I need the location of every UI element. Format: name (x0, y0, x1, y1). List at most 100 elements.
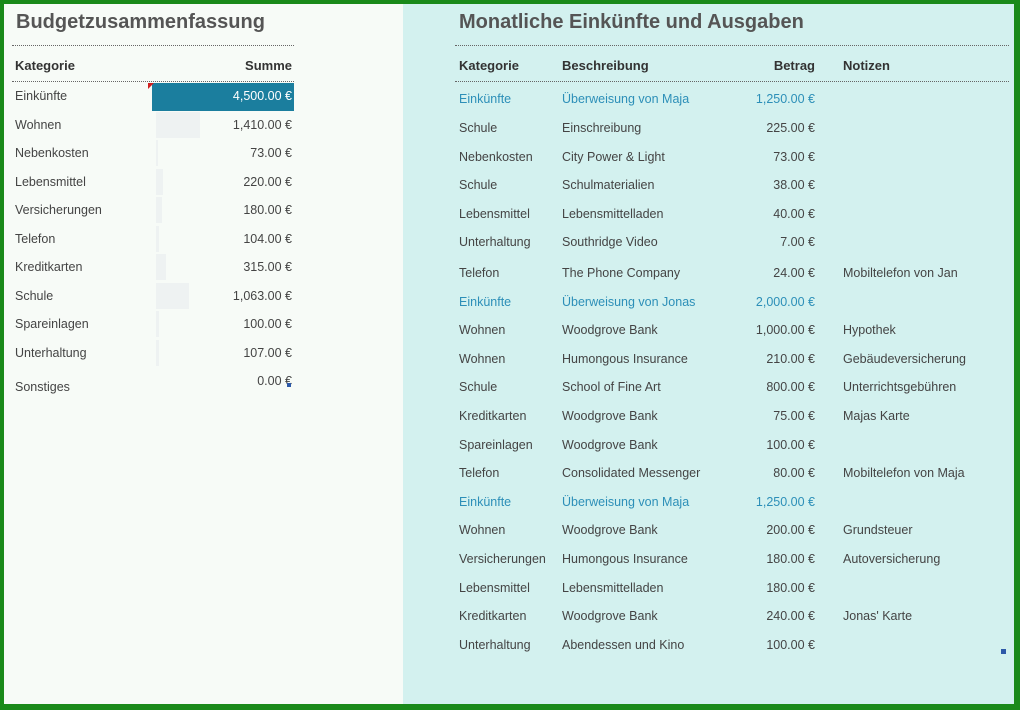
data-bar (156, 311, 159, 337)
monthly-description: Lebensmittelladen (562, 581, 664, 595)
summary-sum: 220.00 € (243, 175, 292, 189)
monthly-description: Consolidated Messenger (562, 466, 701, 480)
monthly-title: Monatliche Einkünfte und Ausgaben (459, 11, 804, 33)
summary-sum: 1,063.00 € (232, 289, 292, 303)
summary-sum: 100.00 € (243, 317, 292, 331)
data-bar (156, 254, 166, 280)
summary-header-category: Kategorie (15, 58, 75, 73)
monthly-category: Unterhaltung (459, 638, 531, 652)
monthly-category: Schule (459, 380, 498, 394)
summary-header-sum: Summe (245, 58, 292, 73)
monthly-description: Lebensmittelladen (562, 207, 664, 221)
monthly-category: Einkünfte (459, 92, 512, 106)
data-bar (156, 340, 159, 366)
summary-sum: 180.00 € (243, 203, 292, 217)
monthly-notes: Majas Karte (843, 409, 910, 423)
summary-sum: 73.00 € (250, 146, 292, 160)
monthly-category: Wohnen (459, 323, 506, 337)
summary-category: Versicherungen (15, 203, 102, 217)
summary-category: Spareinlagen (15, 317, 89, 331)
data-bar (156, 197, 162, 223)
summary-category: Sonstiges (15, 380, 70, 394)
monthly-notes: Autoversicherung (843, 552, 941, 566)
resize-handle-icon[interactable] (1001, 649, 1006, 654)
monthly-category: Kreditkarten (459, 609, 527, 623)
monthly-category: Versicherungen (459, 552, 546, 566)
monthly-description: Woodgrove Bank (562, 523, 658, 537)
summary-sum: 1,410.00 € (232, 118, 292, 132)
monthly-notes: Mobiltelefon von Maja (843, 466, 965, 480)
monthly-description: City Power & Light (562, 150, 665, 164)
monthly-category: Nebenkosten (459, 150, 533, 164)
monthly-header-notes: Notizen (843, 58, 890, 73)
monthly-description: Woodgrove Bank (562, 323, 658, 337)
summary-header-divider (12, 81, 294, 82)
monthly-description: Southridge Video (562, 235, 658, 249)
monthly-description: Überweisung von Maja (562, 495, 690, 509)
summary-sum: 315.00 € (243, 260, 292, 274)
monthly-title-divider (455, 45, 1009, 46)
data-bar (156, 140, 158, 166)
summary-title: Budgetzusammenfassung (16, 11, 265, 33)
summary-category: Schule (15, 289, 54, 303)
summary-sum: 104.00 € (243, 232, 292, 246)
monthly-description: Humongous Insurance (562, 552, 688, 566)
summary-title-divider (12, 45, 294, 46)
monthly-description: Überweisung von Jonas (562, 295, 696, 309)
monthly-amount: 1,000.00 € (755, 323, 815, 337)
monthly-amount: 40.00 € (773, 207, 815, 221)
resize-handle-icon[interactable] (287, 383, 291, 387)
summary-category: Einkünfte (15, 89, 68, 103)
summary-sum: 107.00 € (243, 346, 292, 360)
monthly-category: Schule (459, 178, 498, 192)
monthly-amount: 800.00 € (766, 380, 815, 394)
selected-cell-highlight[interactable] (152, 83, 294, 111)
monthly-amount: 1,250.00 € (755, 495, 815, 509)
monthly-amount: 210.00 € (766, 352, 815, 366)
monthly-notes: Gebäudeversicherung (843, 352, 966, 366)
monthly-header-amount: Betrag (773, 58, 815, 73)
monthly-panel: Monatliche Einkünfte und Ausgaben Katego… (403, 4, 1014, 704)
monthly-amount: 200.00 € (766, 523, 815, 537)
monthly-description: Humongous Insurance (562, 352, 688, 366)
monthly-description: Woodgrove Bank (562, 438, 658, 452)
data-bar (156, 283, 189, 309)
monthly-category: Einkünfte (459, 295, 512, 309)
monthly-amount: 80.00 € (773, 466, 815, 480)
monthly-header-divider (455, 81, 1009, 82)
monthly-category: Telefon (459, 266, 500, 280)
summary-category: Telefon (15, 232, 56, 246)
monthly-category: Unterhaltung (459, 235, 531, 249)
monthly-amount: 100.00 € (766, 638, 815, 652)
monthly-description: Einschreibung (562, 121, 642, 135)
monthly-category: Telefon (459, 466, 500, 480)
monthly-category: Lebensmittel (459, 581, 530, 595)
monthly-category: Wohnen (459, 352, 506, 366)
monthly-category: Kreditkarten (459, 409, 527, 423)
monthly-description: Abendessen und Kino (562, 638, 685, 652)
monthly-notes: Jonas' Karte (843, 609, 913, 623)
monthly-notes: Mobiltelefon von Jan (843, 266, 958, 280)
data-bar (156, 226, 159, 252)
summary-sum: 4,500.00 € (232, 89, 292, 103)
summary-category: Wohnen (15, 118, 62, 132)
summary-category: Kreditkarten (15, 260, 83, 274)
monthly-amount: 2,000.00 € (755, 295, 815, 309)
data-bar (156, 112, 200, 138)
monthly-header-description: Beschreibung (562, 58, 649, 73)
monthly-category: Spareinlagen (459, 438, 533, 452)
monthly-amount: 1,250.00 € (755, 92, 815, 106)
monthly-description: Überweisung von Maja (562, 92, 690, 106)
monthly-amount: 38.00 € (773, 178, 815, 192)
monthly-description: School of Fine Art (562, 380, 661, 394)
monthly-description: The Phone Company (562, 266, 681, 280)
comment-marker-icon[interactable] (148, 83, 154, 89)
monthly-category: Wohnen (459, 523, 506, 537)
monthly-description: Schulmaterialien (562, 178, 655, 192)
data-bar (156, 169, 163, 195)
summary-category: Unterhaltung (15, 346, 87, 360)
summary-sum: 0.00 € (257, 374, 292, 388)
monthly-amount: 180.00 € (766, 552, 815, 566)
monthly-description: Woodgrove Bank (562, 609, 658, 623)
monthly-description: Woodgrove Bank (562, 409, 658, 423)
